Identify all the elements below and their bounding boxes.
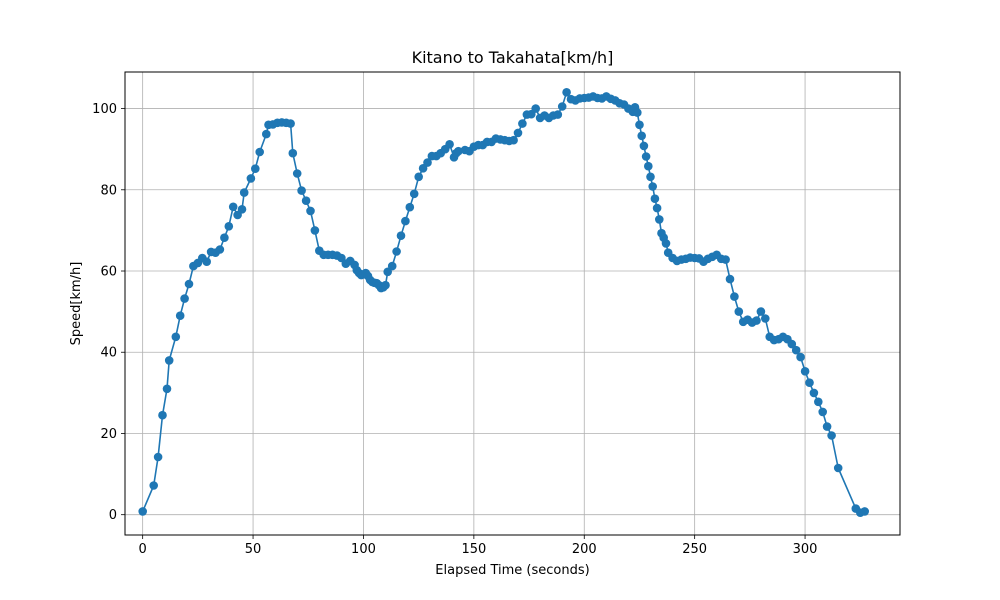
series-layer <box>138 88 869 517</box>
axis-ticks: 0 50 100 150 200 250 300 0 20 40 60 80 100 <box>92 102 817 557</box>
data-point <box>800 367 810 376</box>
data-point <box>833 463 843 473</box>
data-point <box>809 388 819 398</box>
y-tick-label: 40 <box>100 346 117 361</box>
data-point <box>652 203 662 213</box>
data-point <box>202 257 211 267</box>
y-tick-label: 80 <box>100 183 117 198</box>
data-point <box>814 397 823 407</box>
data-point <box>381 280 390 290</box>
data-point <box>286 119 295 128</box>
data-point <box>509 135 518 145</box>
data-point <box>756 307 766 316</box>
data-point <box>650 194 660 203</box>
data-point <box>164 356 174 365</box>
data-point <box>175 311 185 321</box>
data-point <box>646 172 655 182</box>
data-point <box>138 507 147 516</box>
grid-lines <box>125 72 900 535</box>
data-point <box>158 410 167 420</box>
data-point <box>301 196 311 205</box>
data-point <box>562 88 571 97</box>
data-point <box>761 314 770 323</box>
data-point <box>822 422 832 431</box>
data-point <box>730 292 739 301</box>
x-tick-label: 150 <box>461 542 486 557</box>
data-point <box>401 216 410 226</box>
data-point <box>531 104 540 113</box>
data-point <box>637 131 646 141</box>
data-point <box>392 247 401 256</box>
data-point <box>805 378 814 388</box>
y-tick-label: 0 <box>109 508 117 523</box>
data-point <box>409 189 419 199</box>
data-point <box>262 129 271 139</box>
data-point <box>255 147 264 157</box>
x-tick-label: 50 <box>245 542 262 557</box>
data-point <box>423 158 432 167</box>
data-point <box>553 110 563 119</box>
data-point <box>454 146 463 156</box>
data-point <box>641 152 651 161</box>
x-tick-label: 200 <box>572 542 597 557</box>
data-point <box>796 352 805 362</box>
data-point <box>171 332 181 342</box>
data-point <box>725 274 735 284</box>
data-point <box>445 140 454 149</box>
data-point <box>246 174 256 183</box>
x-tick-label: 300 <box>793 542 818 557</box>
data-point <box>635 120 644 130</box>
data-point <box>734 307 744 316</box>
data-point <box>518 119 527 128</box>
data-point <box>237 205 247 214</box>
data-point <box>180 294 189 303</box>
y-tick-label: 20 <box>100 427 117 442</box>
data-point <box>644 161 653 171</box>
data-point <box>251 164 260 173</box>
data-point <box>149 481 158 490</box>
data-point <box>310 226 320 235</box>
data-point <box>396 231 406 240</box>
y-axis-label: Speed[km/h] <box>69 262 84 346</box>
data-point <box>787 339 797 349</box>
data-point <box>228 202 238 212</box>
data-point <box>220 233 229 242</box>
x-tick-label: 250 <box>682 542 707 557</box>
data-point <box>184 279 194 289</box>
data-point <box>661 239 671 248</box>
data-point <box>224 222 234 231</box>
data-point <box>639 141 649 151</box>
x-axis-label: Elapsed Time (seconds) <box>435 563 589 578</box>
chart-title: Kitano to Takahata[km/h] <box>412 48 614 67</box>
data-point <box>306 206 315 216</box>
data-point <box>288 148 298 158</box>
data-point <box>655 215 664 224</box>
data-point <box>791 345 801 355</box>
data-point <box>387 261 397 271</box>
data-point <box>827 431 836 440</box>
data-point <box>297 186 306 195</box>
plot-frame <box>124 71 901 536</box>
data-point <box>633 108 642 117</box>
data-point <box>162 384 172 394</box>
data-point <box>292 169 302 178</box>
data-point <box>215 245 225 254</box>
data-point <box>721 255 730 264</box>
data-point <box>239 188 249 197</box>
x-tick-label: 100 <box>351 542 376 557</box>
data-point <box>752 316 761 325</box>
speed-series-line <box>141 91 865 514</box>
data-point <box>414 172 424 182</box>
data-point <box>648 182 657 191</box>
data-point <box>557 102 567 111</box>
x-tick-label: 0 <box>139 542 147 557</box>
data-point <box>513 128 523 138</box>
data-point <box>405 202 415 212</box>
y-tick-label: 60 <box>100 265 117 280</box>
data-point <box>860 507 869 516</box>
y-tick-label: 100 <box>92 102 117 117</box>
data-point <box>818 407 827 417</box>
data-point <box>153 452 163 462</box>
